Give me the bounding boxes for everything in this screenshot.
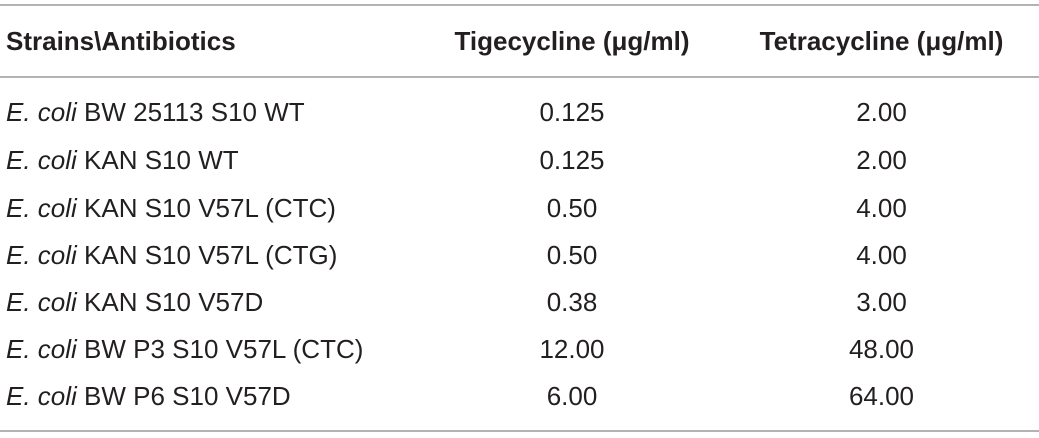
strain-cell: E. coli KAN S10 V57L (CTG) [0, 240, 420, 271]
table-row: E. coli KAN S10 V57L (CTC) 0.50 4.00 [0, 184, 1039, 232]
table-row: E. coli KAN S10 V57L (CTG) 0.50 4.00 [0, 231, 1039, 279]
table-row: E. coli KAN S10 V57D 0.38 3.00 [0, 278, 1039, 326]
tetracycline-cell: 4.00 [856, 192, 907, 223]
strain-cell: E. coli BW P6 S10 V57D [0, 381, 420, 412]
tetracycline-cell: 4.00 [856, 239, 907, 270]
tigecycline-cell: 0.38 [546, 286, 598, 317]
species-name: E. coli [6, 96, 77, 127]
strain-name: BW 25113 S10 WT [76, 96, 305, 127]
table-row: E. coli BW P6 S10 V57D 6.00 64.00 [0, 372, 1039, 420]
tetracycline-cell: 2.00 [856, 144, 907, 175]
tetracycline-cell: 2.00 [856, 96, 907, 127]
table-row: E. coli KAN S10 WT 0.125 2.00 [0, 136, 1039, 184]
species-name: E. coli [6, 380, 77, 411]
header-strains: Strains\Antibiotics [6, 25, 236, 56]
strain-name: KAN S10 WT [76, 144, 239, 175]
strain-name: KAN S10 V57D [76, 286, 264, 317]
tetracycline-cell: 48.00 [848, 333, 915, 364]
table-header-row: Strains\Antibiotics Tigecycline (μg/ml) … [0, 17, 1039, 65]
strain-name: KAN S10 V57L (CTG) [76, 239, 338, 270]
tigecycline-cell: 12.00 [539, 333, 605, 364]
strain-cell: E. coli BW P3 S10 V57L (CTC) [0, 334, 420, 365]
species-name: E. coli [6, 333, 77, 364]
tigecycline-cell: 6.00 [546, 380, 598, 411]
tigecycline-cell: 0.125 [539, 96, 605, 127]
strain-cell: E. coli BW 25113 S10 WT [0, 97, 420, 128]
table-top-rule [0, 4, 1039, 6]
table-row: E. coli BW 25113 S10 WT 0.125 2.00 [0, 88, 1039, 136]
table-row: E. coli BW P3 S10 V57L (CTC) 12.00 48.00 [0, 325, 1039, 373]
strain-cell: E. coli KAN S10 WT [0, 145, 420, 176]
header-tigecycline: Tigecycline (μg/ml) [454, 25, 690, 56]
header-tetracycline: Tetracycline (μg/ml) [759, 25, 1004, 56]
species-name: E. coli [6, 286, 77, 317]
tigecycline-cell: 0.50 [546, 239, 598, 270]
tetracycline-cell: 3.00 [856, 286, 907, 317]
strain-name: KAN S10 V57L (CTC) [76, 192, 336, 223]
species-name: E. coli [6, 239, 77, 270]
tigecycline-cell: 0.50 [546, 192, 598, 223]
strain-cell: E. coli KAN S10 V57D [0, 287, 420, 318]
strain-name: BW P3 S10 V57L (CTC) [76, 333, 364, 364]
tigecycline-cell: 0.125 [539, 144, 605, 175]
species-name: E. coli [6, 192, 77, 223]
strain-cell: E. coli KAN S10 V57L (CTC) [0, 193, 420, 224]
table-bottom-rule [0, 430, 1039, 432]
species-name: E. coli [6, 144, 77, 175]
tetracycline-cell: 64.00 [848, 380, 915, 411]
strain-name: BW P6 S10 V57D [76, 380, 291, 411]
table-header-rule [0, 76, 1039, 78]
